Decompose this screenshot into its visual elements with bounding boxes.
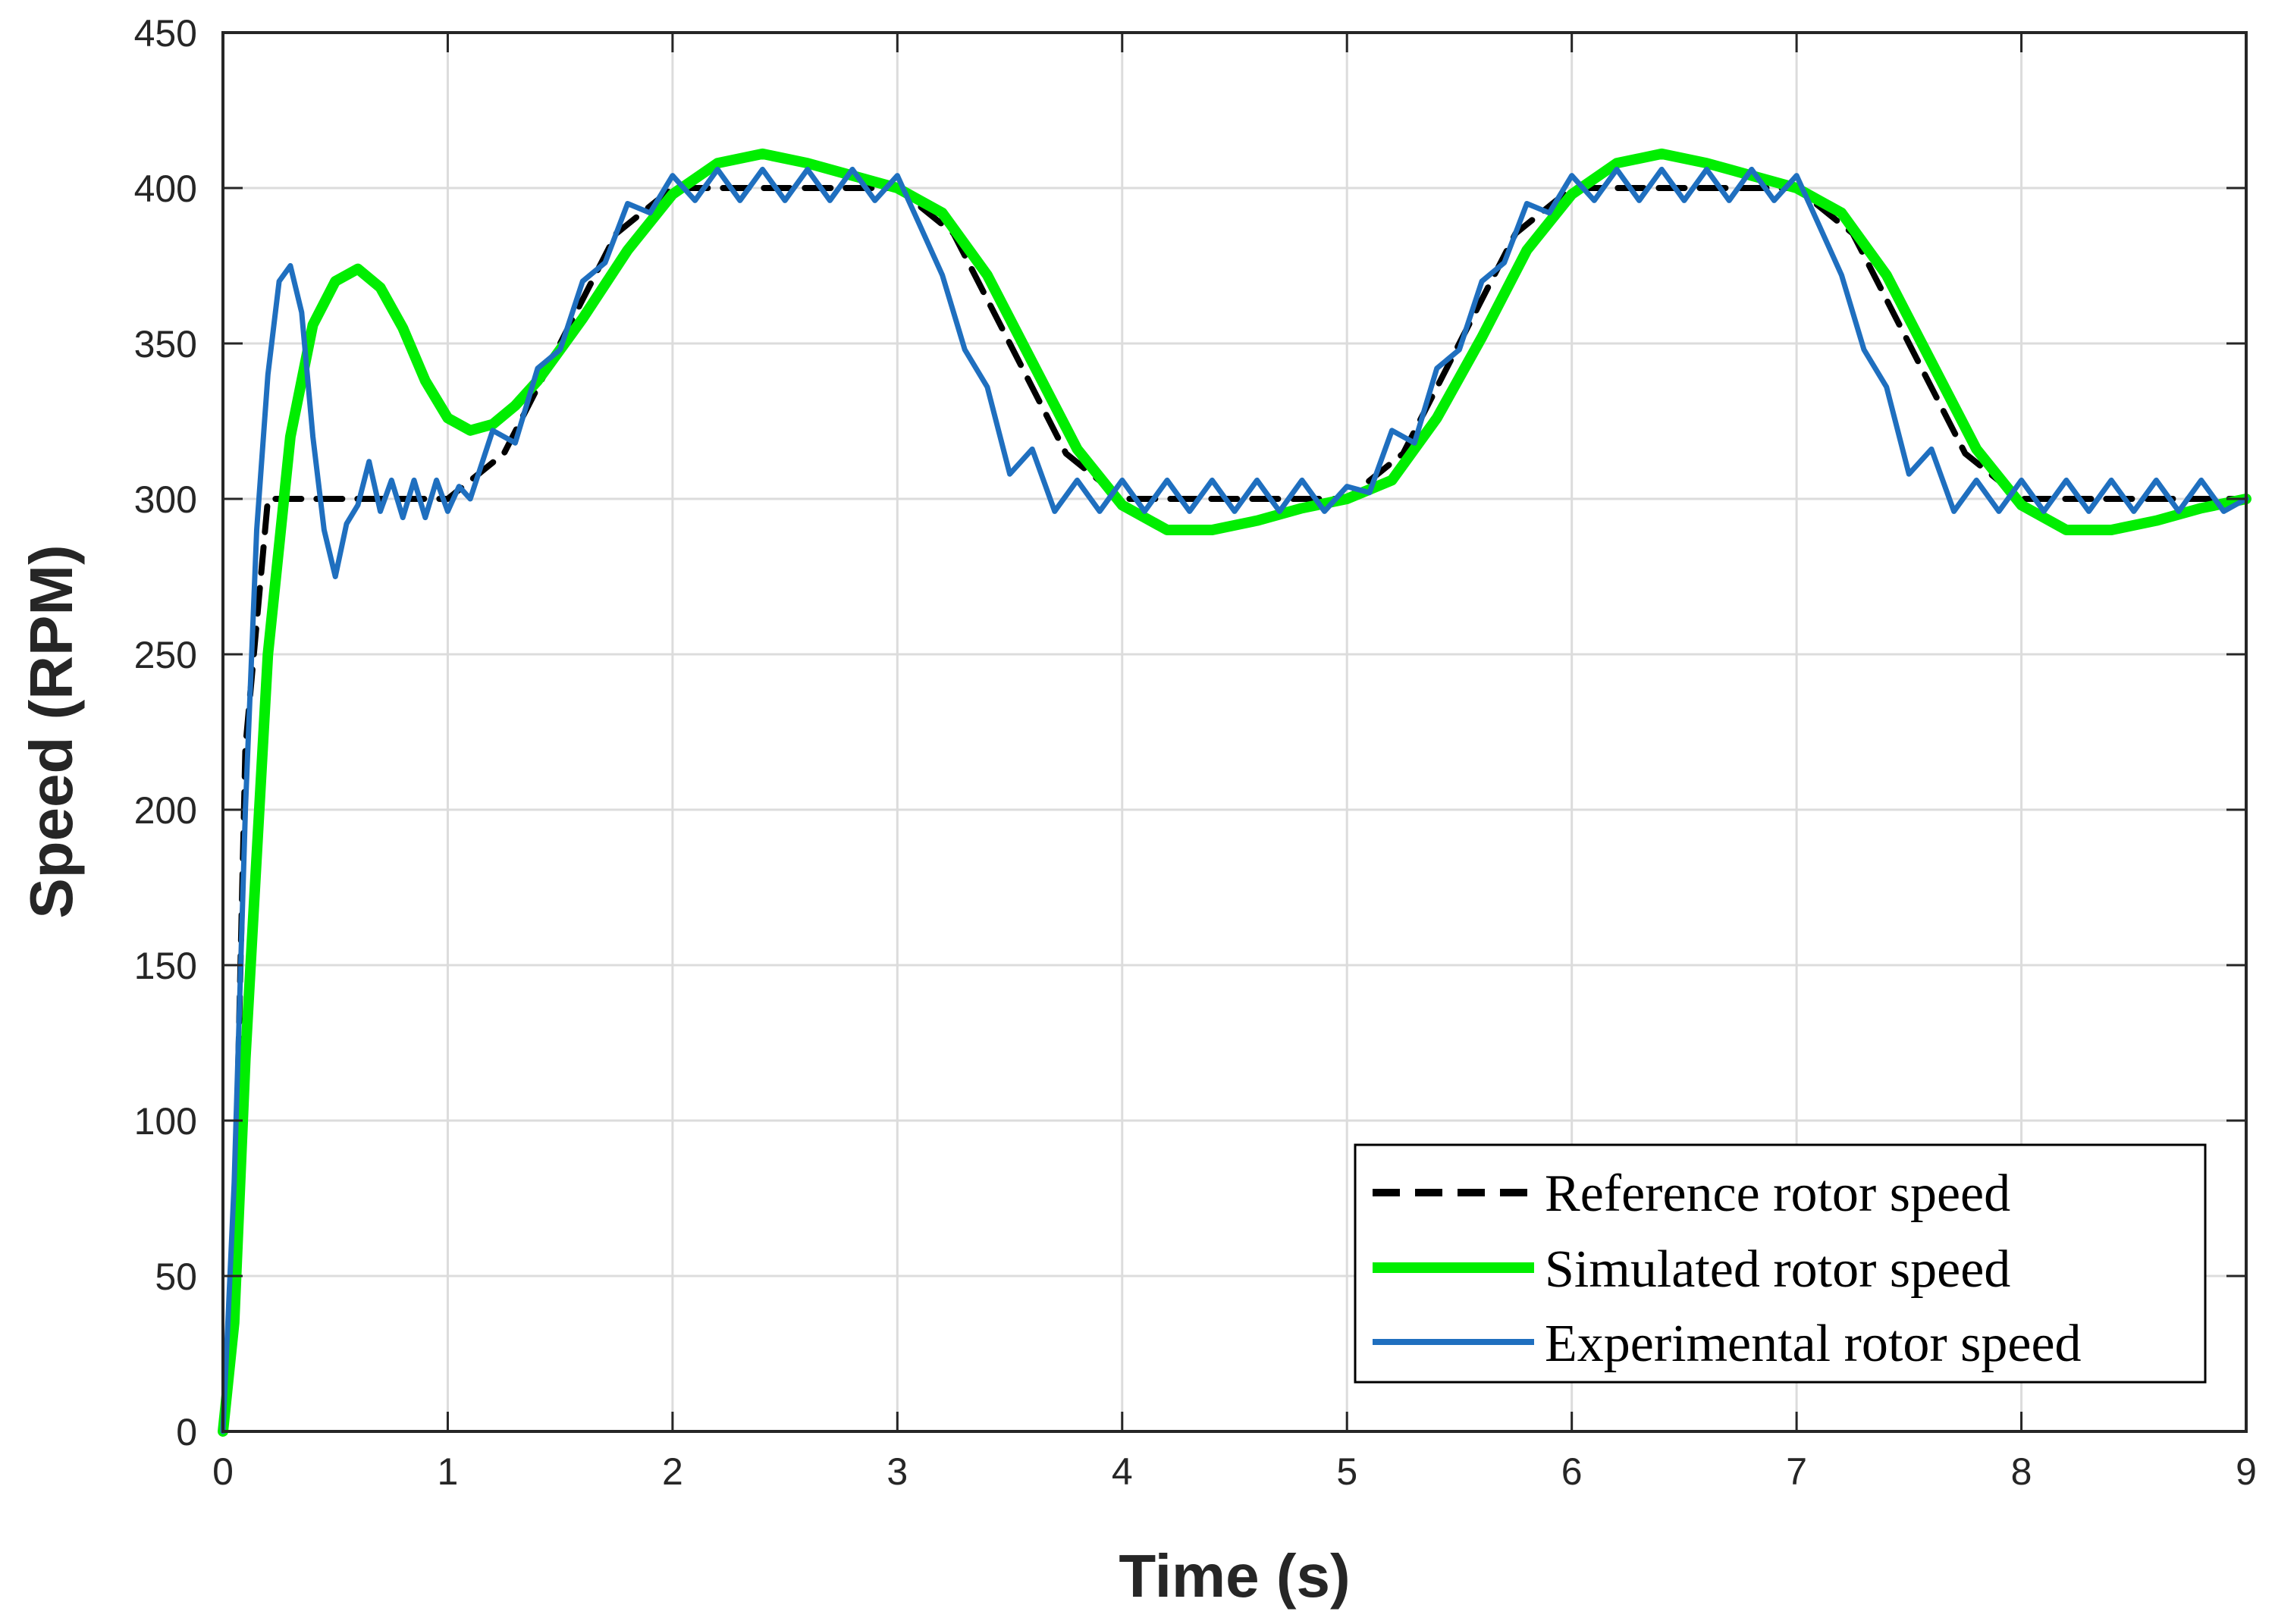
y-tick-label: 350 xyxy=(134,323,197,365)
y-axis-title: Speed (RPM) xyxy=(17,544,85,918)
axes-box xyxy=(221,31,2248,1433)
x-tick-label: 8 xyxy=(2011,1450,2032,1493)
y-tick-label: 300 xyxy=(134,478,197,521)
y-tick-label: 100 xyxy=(134,1100,197,1143)
x-axis-title: Time (s) xyxy=(1119,1542,1350,1610)
tick-marks xyxy=(221,31,2248,1433)
y-tick-label: 0 xyxy=(176,1411,197,1453)
x-tick-label: 4 xyxy=(1112,1450,1133,1493)
x-tick-label: 1 xyxy=(438,1450,459,1493)
x-tick-label: 9 xyxy=(2236,1450,2257,1493)
x-tick-label: 3 xyxy=(886,1450,908,1493)
tick-labels: 0 1 2 3 4 5 6 7 8 9 0 50 100 150 200 250 300 350 400 450 xyxy=(134,12,2257,1493)
series-line-reference xyxy=(220,185,2249,1434)
x-tick-label: 2 xyxy=(662,1450,683,1493)
y-tick-label: 50 xyxy=(155,1256,197,1298)
x-tick-label: 0 xyxy=(212,1450,234,1493)
legend-label-simulated: Simulated rotor speed xyxy=(1545,1240,2010,1299)
y-tick-label: 400 xyxy=(134,168,197,210)
series-layer xyxy=(218,148,2251,1437)
y-tick-label: 450 xyxy=(134,12,197,55)
x-tick-label: 6 xyxy=(1561,1450,1583,1493)
series-line-experimental xyxy=(220,166,2249,1434)
x-tick-label: 5 xyxy=(1336,1450,1357,1493)
y-tick-label: 150 xyxy=(134,945,197,987)
legend: Reference rotor speed Simulated rotor sp… xyxy=(1354,1143,2207,1384)
legend-label-reference: Reference rotor speed xyxy=(1545,1165,2010,1223)
y-tick-label: 250 xyxy=(134,634,197,676)
legend-label-experimental: Experimental rotor speed xyxy=(1545,1315,2082,1373)
x-tick-label: 7 xyxy=(1786,1450,1807,1493)
y-tick-label: 200 xyxy=(134,789,197,832)
series-line-simulated xyxy=(218,148,2251,1437)
